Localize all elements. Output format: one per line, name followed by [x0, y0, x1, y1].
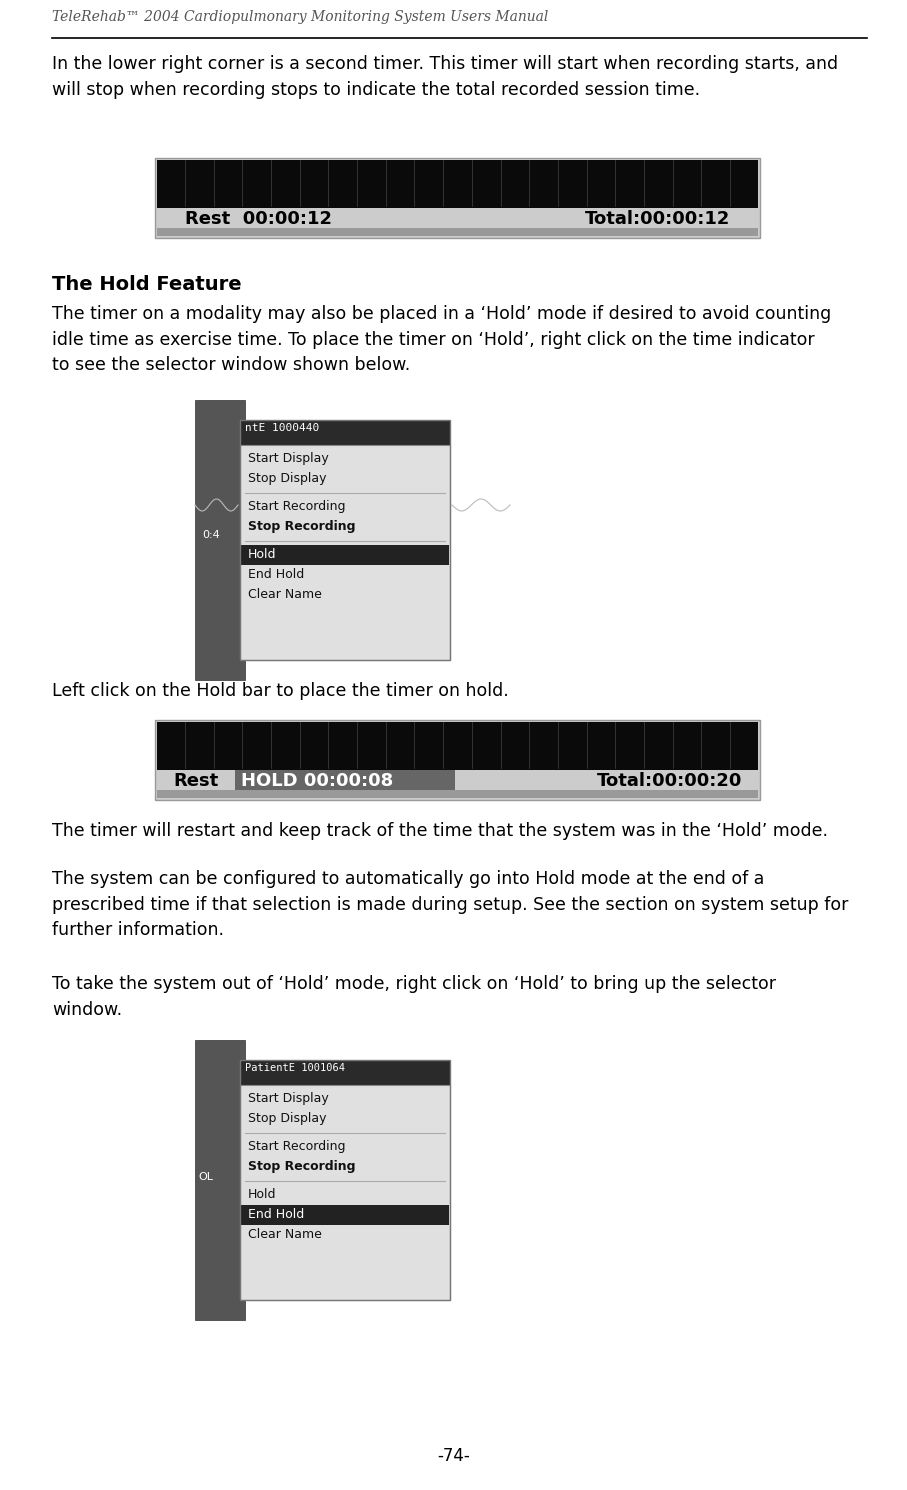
Text: The system can be configured to automatically go into Hold mode at the end of a
: The system can be configured to automati…: [52, 870, 848, 939]
Text: Stop Display: Stop Display: [248, 472, 327, 486]
Text: 0:4: 0:4: [202, 530, 219, 539]
Text: Clear Name: Clear Name: [248, 589, 322, 600]
Bar: [240, 420, 450, 660]
Text: Total:00:00:12: Total:00:00:12: [585, 210, 730, 228]
Bar: [235, 770, 455, 790]
Text: Stop Display: Stop Display: [248, 1112, 327, 1125]
Text: -74-: -74-: [437, 1447, 470, 1465]
Bar: [240, 1059, 450, 1299]
Bar: [195, 399, 245, 679]
Text: Stop Recording: Stop Recording: [248, 520, 356, 533]
Bar: [240, 1085, 450, 1299]
Bar: [240, 1059, 450, 1085]
Bar: [240, 446, 450, 660]
Bar: [241, 1205, 449, 1225]
Text: End Hold: End Hold: [248, 1208, 304, 1220]
Bar: [155, 158, 760, 238]
Bar: [195, 1040, 245, 1320]
Text: Start Recording: Start Recording: [248, 501, 346, 513]
Text: Stop Recording: Stop Recording: [248, 1161, 356, 1173]
Bar: [157, 159, 758, 209]
Text: To take the system out of ‘Hold’ mode, right click on ‘Hold’ to bring up the sel: To take the system out of ‘Hold’ mode, r…: [52, 974, 776, 1019]
Text: The Hold Feature: The Hold Feature: [52, 276, 241, 294]
Bar: [157, 228, 758, 235]
Text: HOLD 00:00:08: HOLD 00:00:08: [241, 772, 394, 790]
Text: Start Display: Start Display: [248, 451, 328, 465]
Text: In the lower right corner is a second timer. This timer will start when recordin: In the lower right corner is a second ti…: [52, 55, 838, 98]
Text: Rest: Rest: [173, 772, 219, 790]
Text: ntE 1000440: ntE 1000440: [245, 423, 319, 434]
Text: Total:00:00:20: Total:00:00:20: [597, 772, 742, 790]
Text: End Hold: End Hold: [248, 568, 304, 581]
Text: Rest  00:00:12: Rest 00:00:12: [185, 210, 332, 228]
Bar: [240, 420, 450, 446]
Bar: [241, 545, 449, 565]
Text: Start Recording: Start Recording: [248, 1140, 346, 1153]
Text: Hold: Hold: [248, 1188, 277, 1201]
Bar: [157, 723, 758, 770]
Text: TeleRehab™ 2004 Cardiopulmonary Monitoring System Users Manual: TeleRehab™ 2004 Cardiopulmonary Monitori…: [52, 10, 549, 24]
Bar: [157, 790, 758, 799]
Text: OL: OL: [198, 1173, 213, 1182]
Text: PatientE 1001064: PatientE 1001064: [245, 1062, 345, 1073]
Text: Left click on the Hold bar to place the timer on hold.: Left click on the Hold bar to place the …: [52, 682, 509, 700]
Bar: [155, 720, 760, 800]
Text: The timer on a modality may also be placed in a ‘Hold’ mode if desired to avoid : The timer on a modality may also be plac…: [52, 305, 831, 374]
Text: The timer will restart and keep track of the time that the system was in the ‘Ho: The timer will restart and keep track of…: [52, 822, 828, 840]
Text: Hold: Hold: [248, 548, 277, 562]
Text: Start Display: Start Display: [248, 1092, 328, 1106]
Text: Clear Name: Clear Name: [248, 1228, 322, 1241]
